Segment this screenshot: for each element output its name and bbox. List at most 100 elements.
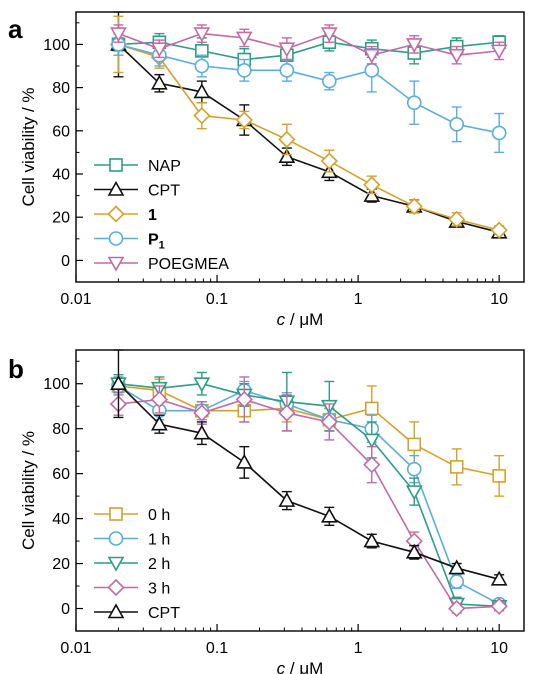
data-point xyxy=(193,83,211,99)
legend-item: 3 h xyxy=(94,578,170,598)
data-point xyxy=(320,27,338,43)
data-point xyxy=(278,130,296,149)
legend-marker xyxy=(108,531,124,546)
series-line xyxy=(118,382,500,608)
series-line xyxy=(118,32,500,57)
data-point xyxy=(193,107,211,125)
data-point xyxy=(490,570,508,586)
series-0-h xyxy=(111,376,506,497)
series-line xyxy=(118,43,500,134)
data-point xyxy=(406,95,422,111)
y-tick-label: 20 xyxy=(52,210,70,227)
data-point xyxy=(193,424,211,440)
legend-label: 1 xyxy=(148,207,157,224)
data-point xyxy=(235,453,253,469)
data-point xyxy=(363,48,381,64)
data-point xyxy=(363,186,381,202)
x-tick-label: 10 xyxy=(490,291,508,308)
series-line xyxy=(117,43,500,234)
legend-item: CPT xyxy=(94,180,180,200)
data-point xyxy=(449,574,465,589)
plot-frame xyxy=(75,11,525,283)
legend-item: POEGMEA xyxy=(94,256,229,273)
legend: 0 h 1 h 2 h 3 h CPT xyxy=(94,507,180,622)
legend-marker xyxy=(107,256,125,272)
y-axis-label: Cell viability / % xyxy=(19,431,38,550)
data-point xyxy=(448,48,466,64)
legend-item: 2 h xyxy=(94,556,170,573)
legend-item: 0 h xyxy=(94,507,170,524)
legend-label: 1 h xyxy=(148,532,170,549)
legend-marker xyxy=(109,507,123,521)
series-p1 xyxy=(111,32,507,154)
x-tick-label: 1 xyxy=(354,640,363,657)
data-point xyxy=(320,152,338,170)
data-point xyxy=(278,491,296,507)
legend-marker xyxy=(107,578,125,597)
data-point xyxy=(490,597,508,615)
data-point xyxy=(110,27,127,43)
data-point xyxy=(278,404,296,422)
data-point xyxy=(236,63,252,78)
data-point xyxy=(279,63,295,78)
data-point xyxy=(363,456,381,474)
series-3-h xyxy=(109,376,508,618)
data-point xyxy=(448,599,466,618)
legend-label: CPT xyxy=(148,605,180,622)
y-tick-label: 20 xyxy=(52,556,70,573)
data-point xyxy=(193,377,211,393)
series-line xyxy=(118,385,500,477)
legend-label: NAP xyxy=(148,158,181,175)
data-point xyxy=(449,117,465,132)
x-tick-label: 1 xyxy=(354,291,363,308)
data-point xyxy=(448,210,466,228)
data-point xyxy=(406,461,422,477)
legend-item: CPT xyxy=(94,603,180,622)
data-point xyxy=(407,437,422,452)
data-point xyxy=(110,375,127,391)
data-point xyxy=(364,63,380,78)
data-point xyxy=(490,44,508,60)
series-2-h xyxy=(110,371,508,615)
series-line xyxy=(117,383,500,581)
series-poegmea xyxy=(110,24,508,65)
data-point xyxy=(490,221,508,239)
data-point xyxy=(151,42,168,58)
legend-item: P1 xyxy=(94,231,165,252)
data-point xyxy=(363,176,381,194)
series-cpt xyxy=(110,349,508,586)
y-axis-label: Cell viability / % xyxy=(19,87,38,206)
x-axis-label: c / μM xyxy=(277,659,324,674)
series-line xyxy=(118,398,500,610)
legend-label: CPT xyxy=(148,183,180,200)
legend-label: 2 h xyxy=(148,556,170,573)
data-point xyxy=(235,111,253,129)
data-point xyxy=(235,390,253,409)
series-line xyxy=(118,385,500,605)
y-tick-label: 0 xyxy=(61,253,70,270)
legend-marker xyxy=(107,603,125,619)
legend: NAP CPT 1 P1 POEGMEA xyxy=(94,158,229,273)
y-tick-label: 60 xyxy=(52,123,70,140)
panel-label: b xyxy=(8,354,24,384)
y-tick-label: 40 xyxy=(52,511,70,528)
data-point xyxy=(278,42,296,58)
x-tick-label: 0.01 xyxy=(60,640,91,657)
data-point xyxy=(363,433,381,449)
data-point xyxy=(193,404,211,422)
legend-marker xyxy=(107,180,125,196)
legend-label: P1 xyxy=(148,232,165,252)
y-tick-label: 80 xyxy=(52,421,70,438)
data-point xyxy=(364,401,379,416)
legend-label: 0 h xyxy=(148,507,170,524)
panel-label: a xyxy=(8,14,23,44)
data-point xyxy=(449,460,464,474)
data-point xyxy=(235,31,253,47)
x-tick-label: 0.1 xyxy=(206,291,228,308)
data-point xyxy=(363,532,381,548)
data-point xyxy=(193,27,211,43)
legend-label: POEGMEA xyxy=(148,256,229,273)
